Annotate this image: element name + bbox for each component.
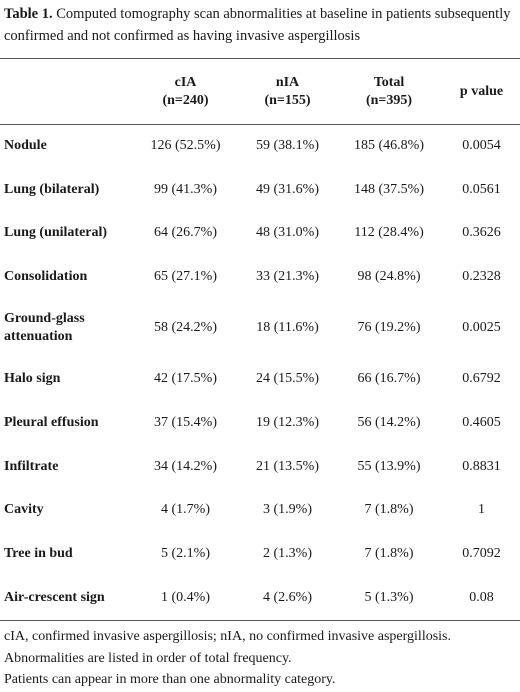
- cell-nia: 48 (31.0%): [256, 225, 319, 241]
- cell-total: 7 (1.8%): [364, 546, 414, 562]
- table-row: Cavity 4 (1.7%) 3 (1.9%) 7 (1.8%) 1: [0, 489, 520, 533]
- table-row: Halo sign 42 (17.5%) 24 (15.5%) 66 (16.7…: [0, 357, 520, 401]
- cell-cia: 5 (2.1%): [161, 546, 210, 562]
- header-rule: [0, 124, 520, 125]
- header-cia: cIA (n=240): [162, 74, 209, 108]
- cell-p-value: 0.0561: [462, 181, 501, 197]
- footnote-abbreviations: cIA, confirmed invasive aspergillosis; n…: [4, 629, 452, 644]
- cell-cia: 64 (26.7%): [154, 225, 217, 241]
- cell-total: 7 (1.8%): [364, 502, 414, 518]
- table-row: Air-crescent sign 1 (0.4%) 4 (2.6%) 5 (1…: [0, 576, 520, 620]
- row-label: Consolidation: [4, 269, 88, 285]
- cell-nia: 21 (13.5%): [256, 458, 319, 474]
- cell-nia: 49 (31.6%): [256, 181, 319, 197]
- cell-total: 185 (46.8%): [354, 137, 424, 153]
- table-row: Lung (bilateral) 99 (41.3%) 49 (31.6%) 1…: [0, 168, 520, 212]
- row-label: Air-crescent sign: [4, 590, 105, 606]
- cell-cia: 99 (41.3%): [154, 181, 217, 197]
- row-label: Halo sign: [4, 371, 61, 387]
- caption-label: Table 1.: [4, 6, 53, 22]
- cell-p-value: 0.0025: [462, 320, 501, 336]
- cell-nia: 18 (11.6%): [256, 320, 319, 336]
- cell-p-value: 0.6792: [462, 371, 501, 387]
- row-label: Pleural effusion: [4, 414, 99, 430]
- cell-nia: 33 (21.3%): [256, 269, 319, 285]
- cell-cia: 34 (14.2%): [154, 458, 217, 474]
- table-row: Infiltrate 34 (14.2%) 21 (13.5%) 55 (13.…: [0, 445, 520, 489]
- cell-cia: 4 (1.7%): [161, 502, 210, 518]
- cell-total: 76 (19.2%): [357, 320, 421, 336]
- cell-nia: 2 (1.3%): [263, 546, 312, 562]
- cell-nia: 19 (12.3%): [256, 414, 319, 430]
- row-label: Lung (bilateral): [4, 181, 100, 197]
- cell-cia: 58 (24.2%): [154, 320, 217, 336]
- table-footnotes: cIA, confirmed invasive aspergillosis; n…: [4, 626, 451, 691]
- cell-p-value: 0.7092: [462, 546, 501, 562]
- table-row: Tree in bud 5 (2.1%) 2 (1.3%) 7 (1.8%) 0…: [0, 532, 520, 576]
- cell-p-value: 1: [478, 502, 485, 518]
- cell-cia: 126 (52.5%): [150, 137, 221, 153]
- footnote-ordering: Abnormalities are listed in order of tot…: [4, 650, 292, 666]
- bottom-rule: [0, 620, 520, 621]
- cell-nia: 59 (38.1%): [256, 137, 319, 153]
- cell-cia: 65 (27.1%): [154, 269, 217, 285]
- header-p-value: p value: [459, 83, 504, 99]
- cell-total: 98 (24.8%): [357, 269, 421, 285]
- top-rule: [0, 58, 520, 59]
- header-label-column: [0, 59, 131, 124]
- table-caption: Table 1. Computed tomography scan abnorm…: [4, 3, 516, 47]
- table-row: Lung (unilateral) 64 (26.7%) 48 (31.0%) …: [0, 212, 520, 256]
- cell-total: 148 (37.5%): [354, 181, 424, 197]
- footnote-categories: Patients can appear in more than one abn…: [4, 672, 336, 687]
- cell-p-value: 0.3626: [462, 225, 501, 241]
- row-label: Tree in bud: [4, 546, 73, 562]
- cell-p-value: 0.2328: [462, 269, 501, 285]
- cell-total: 55 (13.9%): [357, 458, 421, 474]
- row-label: Infiltrate: [4, 458, 59, 474]
- cell-total: 56 (14.2%): [357, 414, 421, 430]
- row-label: Lung (unilateral): [4, 225, 108, 241]
- table-row: Consolidation 65 (27.1%) 33 (21.3%) 98 (…: [0, 255, 520, 299]
- table-row: Nodule 126 (52.5%) 59 (38.1%) 185 (46.8%…: [0, 124, 520, 168]
- header-total: Total (n=395): [365, 74, 413, 108]
- cell-p-value: 0.08: [469, 590, 494, 606]
- cell-cia: 1 (0.4%): [161, 590, 210, 606]
- cell-p-value: 0.4605: [462, 414, 501, 430]
- table-row: Pleural effusion 37 (15.4%) 19 (12.3%) 5…: [0, 401, 520, 445]
- caption-text: Computed tomography scan abnormalities a…: [4, 6, 511, 44]
- cell-p-value: 0.0054: [462, 137, 501, 153]
- table-header-row: cIA (n=240) nIA (n=155) Total (n=395) p val…: [0, 59, 520, 124]
- cell-cia: 37 (15.4%): [154, 414, 217, 430]
- cell-cia: 42 (17.5%): [154, 371, 217, 387]
- cell-total: 66 (16.7%): [357, 371, 421, 387]
- abnormalities-table: cIA (n=240) nIA (n=155) Total (n=395) p val…: [0, 59, 520, 620]
- row-label: Ground-glass attenuation: [4, 311, 85, 345]
- cell-nia: 4 (2.6%): [263, 590, 312, 606]
- row-label: Cavity: [4, 502, 44, 518]
- row-label: Nodule: [4, 137, 47, 153]
- cell-nia: 24 (15.5%): [256, 371, 319, 387]
- cell-total: 5 (1.3%): [364, 590, 414, 606]
- table-row: Ground-glass attenuation 58 (24.2%) 18 (…: [0, 299, 520, 357]
- cell-p-value: 0.8831: [462, 458, 501, 474]
- cell-nia: 3 (1.9%): [263, 502, 312, 518]
- cell-total: 112 (28.4%): [354, 225, 424, 241]
- header-nia: nIA (n=155): [264, 74, 311, 108]
